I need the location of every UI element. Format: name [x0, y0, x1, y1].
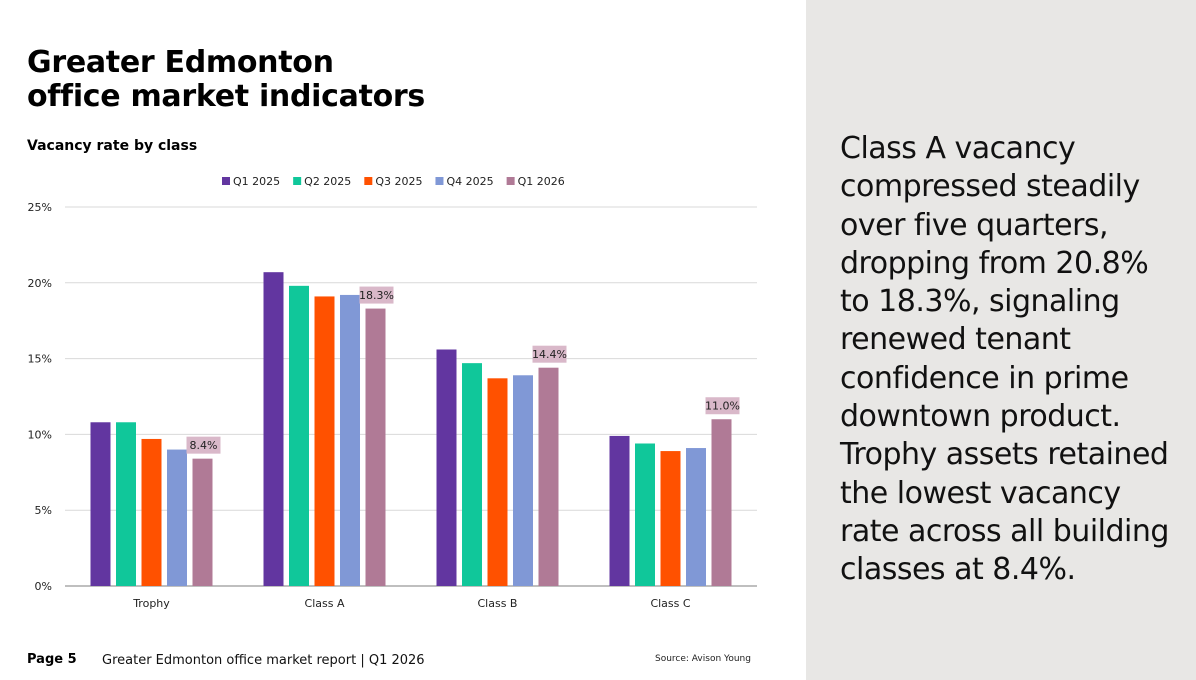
legend-swatch — [435, 177, 444, 185]
y-axis-tick-labels: 0% 5% 10% 15% 20% 25% — [28, 201, 52, 593]
commentary-panel — [806, 0, 1196, 680]
legend: Q1 2025 Q2 2025 Q3 2025 Q4 2025 Q1 2026 — [222, 175, 565, 188]
source-note: Source: Avison Young — [655, 654, 751, 664]
bar-q1-2025-class-a — [263, 272, 284, 586]
data-labels: 8.4% 18.3% 14.4% 11.0% — [186, 286, 740, 454]
bar-q3-2025-class-a — [314, 296, 335, 586]
chart-panel: Greater Edmonton office market indicator… — [27, 45, 757, 668]
legend-swatch — [293, 177, 302, 185]
x-axis-tick-labels: Trophy Class A Class B Class C — [132, 597, 691, 610]
data-label-background — [186, 436, 221, 454]
page-title: Greater Edmonton office market indicator… — [27, 46, 425, 114]
bar-q4-2025-class-b — [513, 375, 533, 586]
bar-q1-2025-class-b — [436, 349, 457, 586]
legend-label: Q1 2025 — [233, 175, 280, 188]
bar-q1-2025-class-c — [609, 435, 630, 586]
bar-q2-2025-class-a — [289, 285, 309, 586]
data-label: 14.4% — [532, 348, 567, 361]
bar-q3-2025-class-b — [487, 378, 508, 586]
y-tick-label: 25% — [28, 201, 52, 214]
page-number: Page 5 — [27, 652, 77, 667]
data-label-background — [532, 345, 567, 363]
page-title-line-1: Greater Edmonton — [27, 45, 334, 80]
y-tick-label: 5% — [35, 504, 52, 517]
data-label: 8.4% — [190, 439, 218, 452]
legend-label: Q2 2025 — [304, 175, 351, 188]
data-label: 11.0% — [705, 400, 740, 413]
y-tick-label: 20% — [28, 277, 52, 290]
bars — [90, 272, 732, 586]
x-tick-label: Trophy — [132, 597, 170, 610]
legend-label: Q1 2026 — [518, 175, 565, 188]
bar-q1-2025-trophy — [90, 422, 111, 586]
data-label-background — [705, 397, 740, 415]
data-label: 18.3% — [359, 289, 394, 302]
bar-q2-2025-trophy — [116, 422, 136, 586]
legend-swatch — [222, 177, 230, 185]
legend-label: Q4 2025 — [446, 175, 493, 188]
page-title-line-2: office market indicators — [27, 79, 425, 114]
bar-q1-2026-trophy — [192, 458, 213, 586]
bar-q4-2025-trophy — [167, 449, 187, 586]
vacancy-bar-chart: 0% 5% 10% 15% 20% 25% 8.4% 18.3% 14.4% 11.0% Tro… — [28, 175, 757, 610]
legend-swatch — [506, 177, 515, 185]
bar-q3-2025-trophy — [141, 438, 162, 586]
legend-label: Q3 2025 — [375, 175, 422, 188]
legend-swatch — [364, 177, 373, 185]
bar-q1-2026-class-c — [711, 419, 732, 586]
bar-q1-2026-class-b — [538, 367, 559, 586]
x-tick-label: Class A — [305, 597, 345, 610]
data-label-background — [359, 286, 394, 304]
bar-q4-2025-class-a — [340, 294, 360, 586]
x-tick-label: Class B — [478, 597, 518, 610]
bar-q1-2026-class-a — [365, 308, 386, 586]
chart-subtitle: Vacancy rate by class — [27, 138, 198, 154]
y-tick-label: 15% — [28, 353, 52, 366]
bar-q3-2025-class-c — [660, 451, 681, 586]
bar-q4-2025-class-c — [686, 448, 706, 586]
y-tick-label: 0% — [35, 580, 52, 593]
bar-q2-2025-class-b — [462, 363, 482, 586]
report-name: Greater Edmonton office market report | … — [102, 653, 425, 668]
commentary-text: Class A vacancy compressed steadily over… — [840, 131, 1169, 588]
x-tick-label: Class C — [650, 597, 690, 610]
bar-q2-2025-class-c — [635, 443, 655, 586]
y-tick-label: 10% — [28, 428, 52, 441]
